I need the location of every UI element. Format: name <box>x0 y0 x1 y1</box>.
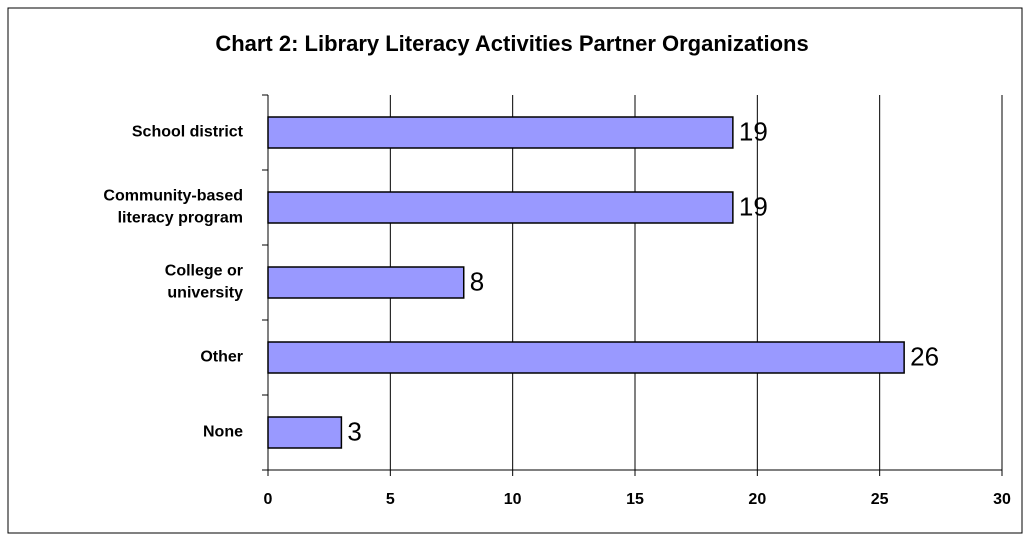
x-tick-label: 25 <box>871 491 889 508</box>
x-tick-label: 0 <box>264 491 273 508</box>
bar <box>267 416 343 449</box>
bar <box>267 116 734 149</box>
x-tick-label: 15 <box>626 491 644 508</box>
bar <box>267 341 905 374</box>
x-tick-label: 20 <box>748 491 766 508</box>
value-label: 19 <box>739 116 768 146</box>
y-tick-label: Other <box>200 349 243 366</box>
chart-title: Chart 2: Library Literacy Activities Par… <box>215 31 808 56</box>
chart-border <box>7 7 1023 534</box>
value-label: 8 <box>470 266 484 296</box>
y-tick-label: School district <box>132 124 244 141</box>
value-label: 3 <box>347 416 361 446</box>
x-tick-label: 5 <box>386 491 395 508</box>
bar <box>267 191 734 224</box>
y-tick-label: Community-based literacy program <box>103 188 243 227</box>
y-tick-label: College or university <box>165 263 243 302</box>
value-label: 19 <box>739 191 768 221</box>
y-tick-label: None <box>203 424 243 441</box>
x-tick-label: 30 <box>993 491 1011 508</box>
value-label: 26 <box>910 341 939 371</box>
x-tick-label: 10 <box>504 491 522 508</box>
bar <box>267 266 465 299</box>
